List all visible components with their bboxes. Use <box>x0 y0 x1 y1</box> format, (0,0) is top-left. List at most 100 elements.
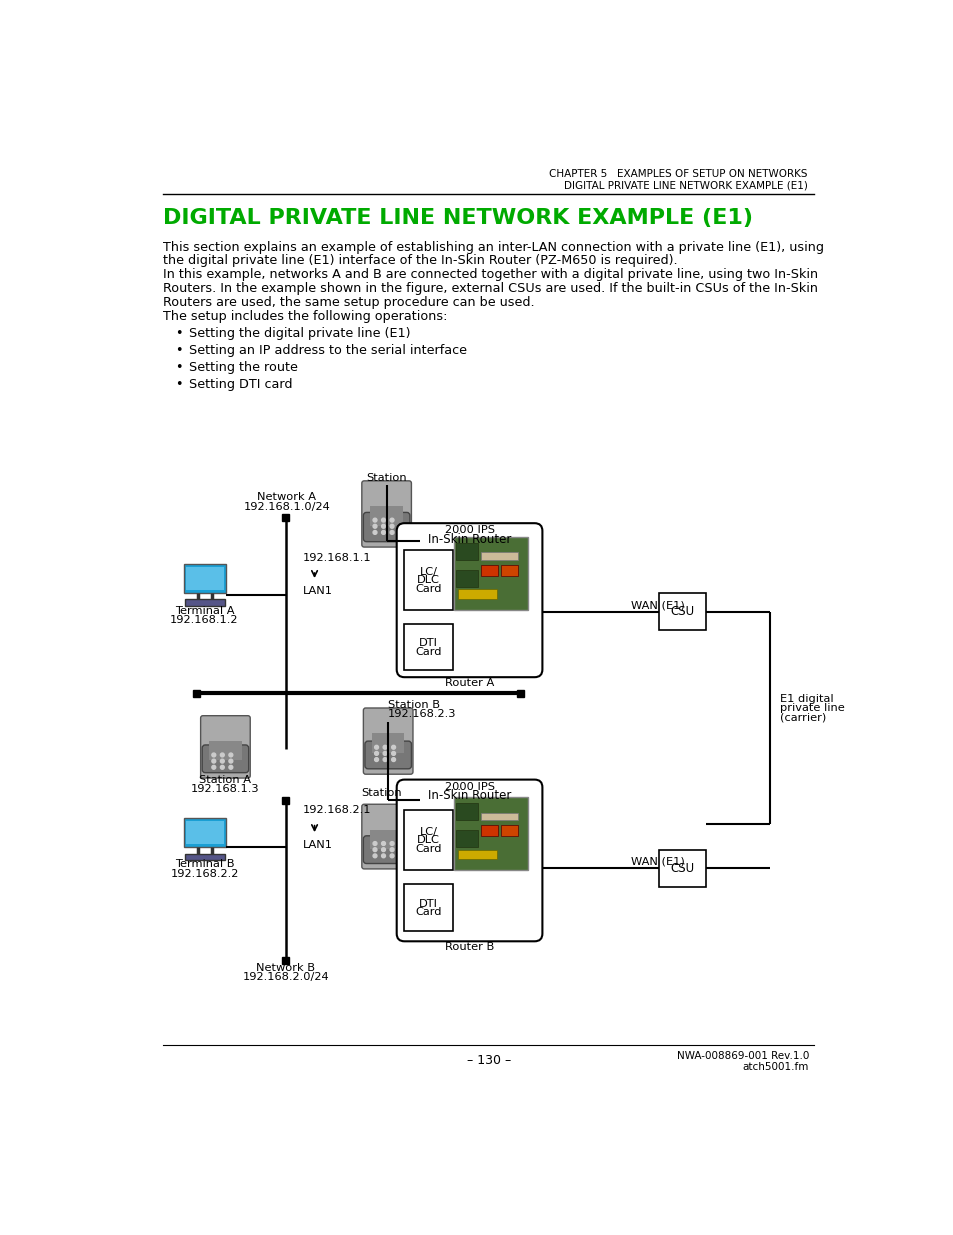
Text: Card: Card <box>415 647 441 657</box>
Text: LC/: LC/ <box>419 827 437 837</box>
Text: Router A: Router A <box>444 678 494 688</box>
Text: – 130 –: – 130 – <box>466 1055 511 1067</box>
Circle shape <box>390 853 394 858</box>
Text: In-Skin Router: In-Skin Router <box>427 789 511 803</box>
Text: Card: Card <box>415 584 441 594</box>
Circle shape <box>373 531 376 535</box>
Bar <box>454 798 527 871</box>
Text: This section explains an example of establishing an inter-LAN connection with a : This section explains an example of esta… <box>163 241 823 253</box>
FancyBboxPatch shape <box>202 745 249 773</box>
Text: Station B: Station B <box>388 700 439 710</box>
Circle shape <box>383 751 387 756</box>
Bar <box>282 957 289 965</box>
Text: Setting an IP address to the serial interface: Setting an IP address to the serial inte… <box>189 343 467 357</box>
Text: LAN1: LAN1 <box>303 840 333 850</box>
Text: CSU: CSU <box>670 862 694 874</box>
Text: •: • <box>174 343 182 357</box>
Bar <box>370 830 402 848</box>
Bar <box>456 830 477 847</box>
Circle shape <box>375 746 378 750</box>
Bar <box>183 818 226 847</box>
Circle shape <box>373 853 376 858</box>
Bar <box>659 593 705 630</box>
Bar <box>404 624 452 671</box>
Circle shape <box>390 841 394 846</box>
Text: Terminal B: Terminal B <box>174 860 234 869</box>
Text: Routers are used, the same setup procedure can be used.: Routers are used, the same setup procedu… <box>163 296 535 309</box>
Circle shape <box>392 746 395 750</box>
Text: 192.168.1.0/24: 192.168.1.0/24 <box>243 501 330 513</box>
Circle shape <box>373 525 376 529</box>
Text: Station: Station <box>360 788 401 799</box>
Text: 192.168.2.0/24: 192.168.2.0/24 <box>242 972 329 983</box>
FancyBboxPatch shape <box>396 779 542 941</box>
Circle shape <box>390 847 394 852</box>
Circle shape <box>381 847 385 852</box>
Text: Card: Card <box>415 844 441 853</box>
Text: NWA-008869-001 Rev.1.0: NWA-008869-001 Rev.1.0 <box>676 1051 808 1061</box>
Circle shape <box>392 751 395 756</box>
Text: CSU: CSU <box>670 605 694 619</box>
Circle shape <box>212 753 215 757</box>
Bar <box>282 514 289 521</box>
Text: 192.168.2.3: 192.168.2.3 <box>388 709 456 719</box>
Bar <box>372 734 404 752</box>
Circle shape <box>381 853 385 858</box>
Bar <box>456 543 477 561</box>
Circle shape <box>381 531 385 535</box>
Circle shape <box>229 766 233 769</box>
Text: •: • <box>174 378 182 390</box>
Circle shape <box>229 753 233 757</box>
Text: 2000 IPS: 2000 IPS <box>444 525 494 535</box>
Circle shape <box>375 757 378 762</box>
Bar <box>456 804 477 820</box>
Text: WAN (E1): WAN (E1) <box>630 600 684 610</box>
Circle shape <box>220 760 224 763</box>
Bar <box>480 564 497 576</box>
Bar <box>457 589 497 599</box>
Bar <box>454 537 527 610</box>
Circle shape <box>390 531 394 535</box>
Bar <box>209 741 241 761</box>
Text: Station: Station <box>366 473 407 483</box>
Text: Terminal A: Terminal A <box>174 606 234 616</box>
Circle shape <box>381 519 385 522</box>
Text: the digital private line (E1) interface of the In-Skin Router (PZ-M650 is requir: the digital private line (E1) interface … <box>163 254 678 268</box>
Text: E1 digital: E1 digital <box>779 694 832 704</box>
Circle shape <box>212 760 215 763</box>
Text: Routers. In the example shown in the figure, external CSUs are used. If the buil: Routers. In the example shown in the fig… <box>163 282 818 295</box>
Circle shape <box>383 757 387 762</box>
Text: WAN (E1): WAN (E1) <box>630 857 684 867</box>
Bar <box>186 567 224 590</box>
Bar <box>480 825 497 836</box>
Bar <box>185 853 224 860</box>
Bar <box>659 850 705 887</box>
Text: The setup includes the following operations:: The setup includes the following operati… <box>163 310 448 322</box>
Circle shape <box>381 841 385 846</box>
Bar <box>404 550 452 610</box>
Text: 192.168.2.1: 192.168.2.1 <box>303 805 371 815</box>
Bar <box>193 690 200 697</box>
Text: In-Skin Router: In-Skin Router <box>427 532 511 546</box>
Bar <box>282 797 289 804</box>
Bar <box>500 825 517 836</box>
Circle shape <box>220 753 224 757</box>
Text: •: • <box>174 361 182 374</box>
Text: atch5001.fm: atch5001.fm <box>741 1062 808 1072</box>
Text: 192.168.2.2: 192.168.2.2 <box>171 868 238 878</box>
Text: Network A: Network A <box>257 492 315 501</box>
Bar <box>500 564 517 576</box>
Text: (carrier): (carrier) <box>779 713 825 722</box>
FancyBboxPatch shape <box>363 513 410 542</box>
Bar <box>404 883 452 931</box>
Circle shape <box>375 751 378 756</box>
Bar <box>183 564 226 593</box>
Text: LAN1: LAN1 <box>303 585 333 597</box>
Text: 192.168.1.3: 192.168.1.3 <box>191 784 259 794</box>
FancyBboxPatch shape <box>363 836 410 863</box>
Text: Card: Card <box>415 906 441 918</box>
Text: 2000 IPS: 2000 IPS <box>444 782 494 792</box>
Circle shape <box>373 847 376 852</box>
Bar <box>404 810 452 871</box>
Text: Router B: Router B <box>444 942 494 952</box>
